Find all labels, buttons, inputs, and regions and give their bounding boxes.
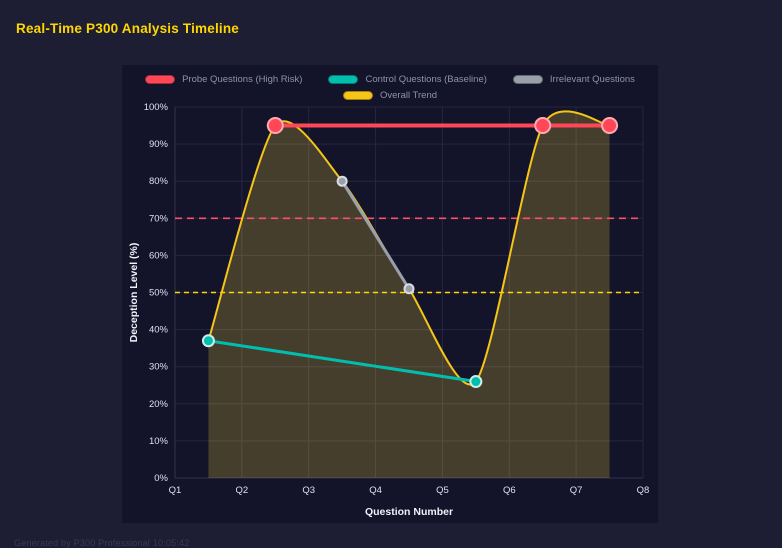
y-tick-label: 0% bbox=[154, 473, 168, 484]
y-tick-label: 10% bbox=[149, 436, 169, 447]
legend-swatch-icon bbox=[328, 75, 359, 84]
trend-area-fill bbox=[208, 111, 610, 478]
y-tick-label: 70% bbox=[149, 213, 169, 224]
x-tick-label: Q2 bbox=[236, 485, 249, 496]
legend-row: Overall Trend bbox=[342, 90, 438, 101]
footer-note: Generated by P300 Professional 10:05:42 bbox=[14, 538, 190, 548]
legend-item[interactable]: Control Questions (Baseline) bbox=[328, 74, 487, 85]
p300-timeline-chart: Q1 Q2 Q3 Q4 Q5 Q6 Q7 Q8 0% 10% 20% 30% 40% 50% 60% 70% 8… bbox=[128, 103, 650, 518]
x-tick-label: Q8 bbox=[637, 485, 650, 496]
y-tick-label: 60% bbox=[149, 250, 169, 261]
x-tick-label: Q5 bbox=[436, 485, 449, 496]
x-tick-label: Q1 bbox=[169, 485, 182, 496]
legend-swatch-icon bbox=[145, 75, 176, 84]
data-point-marker bbox=[201, 334, 215, 348]
y-tick-label: 80% bbox=[149, 176, 169, 187]
y-tick-label: 90% bbox=[149, 139, 169, 150]
y-axis-title: Deception Level (%) bbox=[128, 243, 140, 343]
chart-legend: Probe Questions (High Risk) Control Quest… bbox=[122, 65, 658, 101]
legend-label: Irrelevant Questions bbox=[549, 74, 635, 85]
y-tick-label: 100% bbox=[144, 103, 169, 113]
data-point-marker bbox=[266, 117, 284, 135]
y-tick-label: 20% bbox=[149, 399, 169, 410]
legend-item[interactable]: Irrelevant Questions bbox=[512, 74, 635, 85]
legend-item[interactable]: Probe Questions (High Risk) bbox=[145, 74, 302, 85]
x-tick-label: Q7 bbox=[570, 485, 583, 496]
data-point-marker bbox=[469, 375, 483, 389]
x-tick-label: Q4 bbox=[369, 485, 382, 496]
legend-label: Overall Trend bbox=[379, 90, 438, 101]
chart-panel: Probe Questions (High Risk) Control Quest… bbox=[122, 65, 658, 523]
legend-row: Probe Questions (High Risk) Control Quest… bbox=[145, 74, 635, 85]
x-axis-title: Question Number bbox=[365, 506, 453, 518]
data-point-marker bbox=[534, 117, 552, 135]
x-tick-label: Q6 bbox=[503, 485, 516, 496]
page-title: Real-Time P300 Analysis Timeline bbox=[16, 21, 240, 36]
y-tick-label: 50% bbox=[149, 288, 169, 299]
y-tick-label: 40% bbox=[149, 325, 169, 336]
data-point-marker bbox=[601, 117, 619, 135]
legend-label: Control Questions (Baseline) bbox=[365, 74, 487, 85]
legend-label: Probe Questions (High Risk) bbox=[182, 74, 303, 85]
data-point-marker bbox=[403, 283, 415, 295]
y-tick-label: 30% bbox=[149, 362, 169, 373]
data-point-marker bbox=[336, 175, 348, 187]
x-tick-label: Q3 bbox=[302, 485, 315, 496]
series-line bbox=[206, 339, 478, 384]
legend-item[interactable]: Overall Trend bbox=[342, 90, 438, 101]
legend-swatch-icon bbox=[512, 75, 543, 84]
legend-swatch-icon bbox=[342, 91, 373, 100]
series-line bbox=[340, 179, 411, 291]
